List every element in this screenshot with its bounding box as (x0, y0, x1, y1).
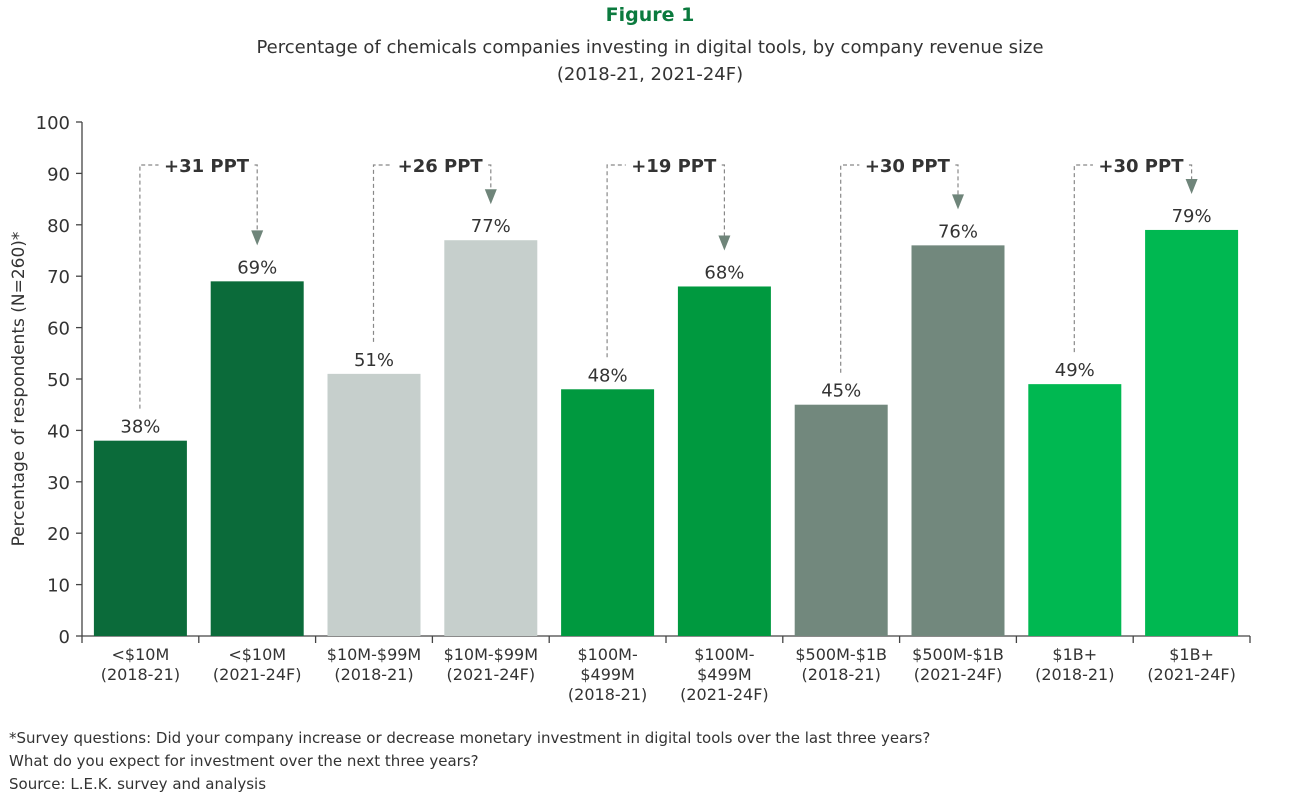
chart-title: Percentage of chemicals companies invest… (256, 37, 1044, 58)
annotation-bracket-left (606, 164, 626, 358)
chart-subtitle: (2018-21, 2021-24F) (556, 64, 744, 85)
arrow-down-icon (718, 235, 731, 251)
bar (794, 404, 888, 636)
x-category-label: (2018-21) (568, 685, 647, 704)
bar-value-label: 77% (471, 216, 511, 237)
x-category-label: $100M- (694, 645, 754, 664)
bar-value-label: 79% (1172, 206, 1212, 227)
y-tick-label: 20 (47, 524, 70, 545)
arrow-down-icon (1185, 178, 1198, 194)
annotation-bracket-right (955, 164, 959, 196)
annotation-ppt-label: +30 PPT (1098, 156, 1184, 177)
bar-value-label: 69% (237, 257, 277, 278)
figure-label: Figure 1 (605, 4, 695, 26)
x-category-label: <$10M (228, 645, 286, 664)
x-category-label: $10M-$99M (327, 645, 421, 664)
bar (444, 240, 538, 636)
bar-value-label: 51% (354, 350, 394, 371)
bar (561, 389, 655, 636)
bar-chart: 0 10 20 30 40 50 60 70 80 90 100 Percentage of resp… (9, 113, 1251, 704)
y-tick-label: 100 (36, 113, 70, 134)
bar (911, 245, 1005, 637)
x-category-label: $100M- (577, 645, 637, 664)
x-category-label: $1B+ (1169, 645, 1214, 664)
x-category-label: (2018-21) (802, 665, 881, 684)
annotation-bracket-left (372, 164, 393, 342)
arrow-down-icon (484, 189, 497, 205)
bar-value-label: 68% (704, 262, 744, 283)
x-category-label: $500M-$1B (912, 645, 1004, 664)
annotation-ppt-label: +19 PPT (631, 156, 717, 177)
y-tick-label: 60 (47, 319, 70, 340)
x-category-label: (2018-21) (101, 665, 180, 684)
y-tick-label: 50 (47, 370, 70, 391)
x-category-label: (2021-24F) (680, 685, 769, 704)
bar-value-label: 49% (1055, 360, 1095, 381)
annotation-bracket-right (721, 164, 725, 237)
footnotes: *Survey questions: Did your company incr… (9, 727, 930, 796)
bar (1145, 229, 1239, 636)
y-tick-label: 80 (47, 216, 70, 237)
bar (327, 373, 421, 636)
bar (210, 281, 304, 636)
bar (93, 440, 187, 636)
x-category-label: <$10M (112, 645, 170, 664)
x-category-label: (2018-21) (334, 665, 413, 684)
x-category-label: (2021-24F) (213, 665, 302, 684)
annotation-ppt-label: +30 PPT (865, 156, 951, 177)
arrow-down-icon (952, 194, 964, 210)
annotation-bracket-right (488, 164, 492, 191)
annotation-ppt-label: +26 PPT (398, 156, 484, 177)
x-category-label: $499M (697, 665, 752, 684)
x-category-label: $500M-$1B (795, 645, 887, 664)
x-category-label: (2021-24F) (914, 665, 1003, 684)
x-category-label: $499M (580, 665, 635, 684)
arrow-down-icon (251, 230, 264, 246)
annotation-bracket-left (840, 164, 860, 373)
bar-value-label: 48% (588, 365, 628, 386)
x-category-label: $10M-$99M (444, 645, 538, 664)
y-tick-label: 30 (47, 473, 70, 494)
x-category-label: (2018-21) (1035, 665, 1114, 684)
bar-value-label: 76% (938, 221, 978, 242)
annotation-bracket-right (1188, 164, 1193, 180)
y-tick-label: 10 (47, 576, 70, 597)
bar-value-label: 38% (120, 417, 160, 438)
annotation-ppt-label: +31 PPT (164, 156, 250, 177)
annotation-bracket-right (254, 164, 258, 232)
annotation-bracket-left (139, 164, 159, 409)
y-axis-label: Percentage of respondents (N=260)* (9, 232, 29, 547)
bar (1028, 384, 1122, 636)
y-tick-label: 90 (47, 164, 70, 185)
y-tick-label: 0 (59, 627, 70, 648)
chart-title-block: Percentage of chemicals companies invest… (0, 34, 1300, 88)
y-tick-label: 40 (47, 421, 70, 442)
y-tick-label: 70 (47, 267, 70, 288)
x-category-label: $1B+ (1052, 645, 1097, 664)
bar-value-label: 45% (821, 381, 861, 402)
footnote-survey-1: *Survey questions: Did your company incr… (9, 729, 931, 747)
x-category-label: (2021-24F) (1147, 665, 1236, 684)
x-category-label: (2021-24F) (447, 665, 536, 684)
annotation-bracket-left (1073, 164, 1093, 353)
footnote-source: Source: L.E.K. survey and analysis (9, 775, 267, 793)
bar (677, 286, 771, 636)
footnote-survey-2: What do you expect for investment over t… (9, 752, 479, 770)
